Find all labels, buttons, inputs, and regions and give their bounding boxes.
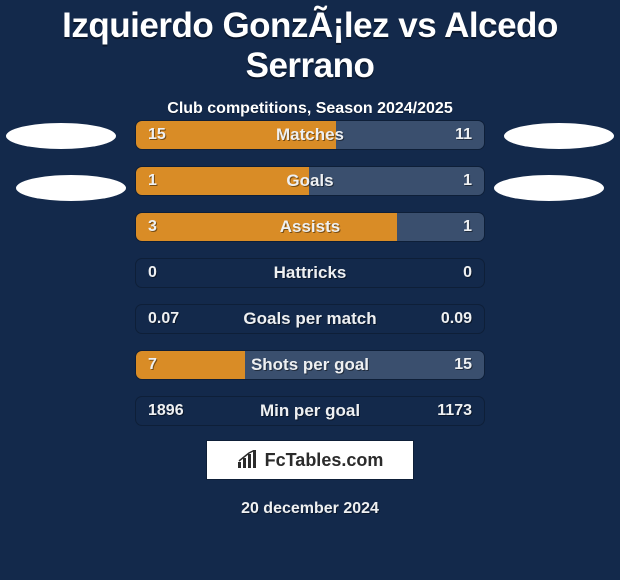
bar-left xyxy=(136,213,399,241)
stat-value-right: 1 xyxy=(463,172,472,190)
stat-value-left: 7 xyxy=(148,356,157,374)
stat-value-right: 1173 xyxy=(437,402,472,420)
comparison-chart: 15Matches111Goals13Assists10Hattricks00.… xyxy=(0,120,620,442)
stat-label: Matches xyxy=(276,125,344,145)
stat-label: Goals xyxy=(286,171,333,191)
logo-box: FcTables.com xyxy=(206,440,414,480)
stat-label: Shots per goal xyxy=(251,355,369,375)
stat-value-left: 0 xyxy=(148,264,157,282)
stat-value-right: 15 xyxy=(454,356,472,374)
stat-row: 0.07 Goals per match 0.09 xyxy=(135,304,485,334)
stat-value-right: 0.09 xyxy=(441,310,472,328)
bar-chart-icon xyxy=(237,450,259,470)
stat-row: 1896 Min per goal 1173 xyxy=(135,396,485,426)
stat-value-left: 1896 xyxy=(148,402,184,420)
bar-right xyxy=(309,167,484,195)
stat-value-left: 3 xyxy=(148,218,157,236)
stat-row: 7 Shots per goal 15 xyxy=(135,350,485,380)
stat-value-left: 0.07 xyxy=(148,310,179,328)
subtitle: Club competitions, Season 2024/2025 xyxy=(0,100,620,118)
stat-row: 3 Assists 1 xyxy=(135,212,485,242)
date: 20 december 2024 xyxy=(0,500,620,518)
stat-label: Assists xyxy=(280,217,340,237)
stat-value-right: 1 xyxy=(463,218,472,236)
page-title: Izquierdo GonzÃ¡lez vs Alcedo Serrano xyxy=(0,0,620,86)
logo-text: FcTables.com xyxy=(265,450,384,471)
stat-value-right: 11 xyxy=(455,126,472,144)
stat-row: 15 Matches 11 xyxy=(135,120,485,150)
stat-value-left: 15 xyxy=(148,126,166,144)
stat-row: 0 Hattricks 0 xyxy=(135,258,485,288)
stat-row: 1 Goals 1 xyxy=(135,166,485,196)
stat-value-left: 1 xyxy=(148,172,157,190)
stat-value-right: 0 xyxy=(463,264,472,282)
stat-label: Goals per match xyxy=(243,309,376,329)
bar-left xyxy=(136,167,311,195)
stat-label: Min per goal xyxy=(260,401,360,421)
stat-label: Hattricks xyxy=(274,263,347,283)
